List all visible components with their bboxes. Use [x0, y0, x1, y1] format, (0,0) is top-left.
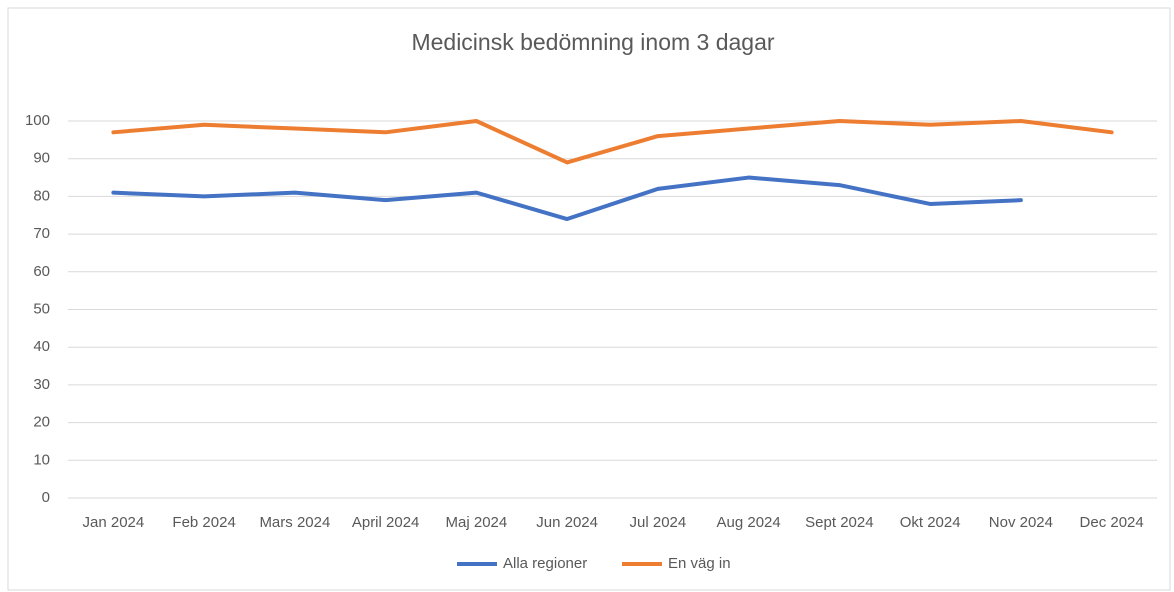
- x-tick-label: Sept 2024: [805, 514, 873, 531]
- legend-label: En väg in: [668, 555, 731, 572]
- x-tick-label: Nov 2024: [989, 514, 1053, 531]
- y-tick-label: 20: [33, 414, 50, 431]
- y-tick-label: 10: [33, 451, 50, 468]
- x-tick-label: Jan 2024: [83, 514, 145, 531]
- x-tick-label: Maj 2024: [446, 514, 508, 531]
- x-tick-label: Jul 2024: [630, 514, 687, 531]
- x-tick-label: Mars 2024: [259, 514, 330, 531]
- chart-border: [7, 7, 1171, 591]
- y-tick-label: 90: [33, 150, 50, 167]
- x-tick-label: Jun 2024: [536, 514, 598, 531]
- x-tick-label: Feb 2024: [172, 514, 235, 531]
- x-tick-label: Okt 2024: [900, 514, 961, 531]
- y-tick-label: 0: [42, 489, 50, 506]
- y-tick-label: 30: [33, 376, 50, 393]
- x-tick-label: Aug 2024: [717, 514, 781, 531]
- series-line: [111, 119, 1114, 165]
- legend-label: Alla regioner: [503, 555, 587, 572]
- y-tick-label: 70: [33, 225, 50, 242]
- x-tick-label: April 2024: [352, 514, 420, 531]
- y-tick-label: 40: [33, 338, 50, 355]
- series-line: [111, 175, 1023, 222]
- y-tick-label: 50: [33, 300, 50, 317]
- y-tick-label: 100: [25, 112, 50, 129]
- x-tick-label: Dec 2024: [1080, 514, 1144, 531]
- chart-title: Medicinsk bedömning inom 3 dagar: [411, 29, 774, 55]
- y-tick-label: 80: [33, 187, 50, 204]
- y-tick-label: 60: [33, 263, 50, 280]
